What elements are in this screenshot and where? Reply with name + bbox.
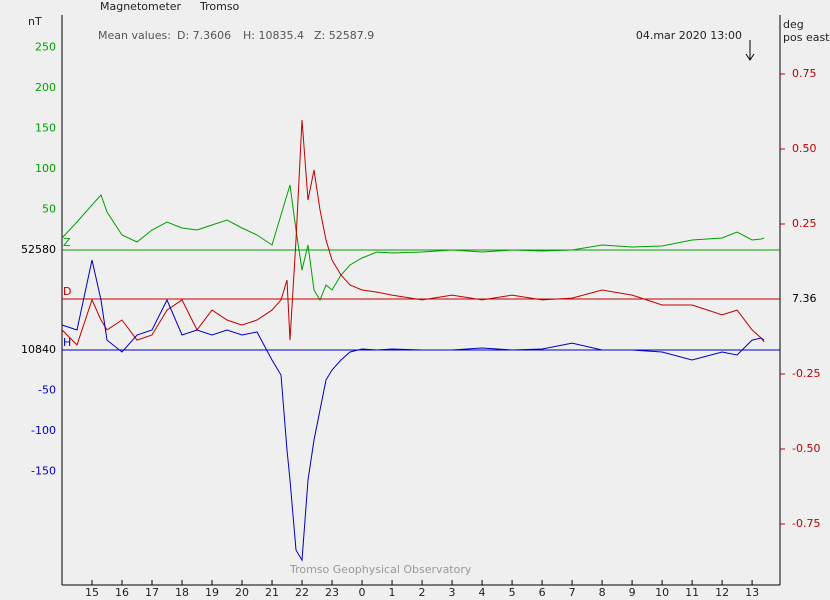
x-tick-label: 3 [449, 586, 456, 599]
trace [61, 259, 765, 562]
mean-label: Mean values: [98, 29, 171, 42]
y-tick-label: 150 [35, 121, 56, 134]
x-tick-label: 16 [115, 586, 129, 599]
y-unit: nT [28, 15, 42, 28]
chart-subtitle: Tromso [199, 0, 240, 13]
mean-z: Z: 52587.9 [314, 29, 374, 42]
y-tick-label: 250 [35, 40, 56, 53]
x-tick-label: 6 [539, 586, 546, 599]
y2-note: pos east [783, 31, 830, 44]
x-tick-label: 17 [145, 586, 159, 599]
y-tick-label: 10840 [21, 343, 56, 356]
y2-unit: deg [783, 18, 804, 31]
series-name: D [63, 285, 71, 298]
x-tick-label: 13 [745, 586, 759, 599]
x-tick-label: 19 [205, 586, 219, 599]
series-name: Z [63, 236, 71, 249]
y-tick-label: 0.25 [792, 217, 817, 230]
x-tick-label: 8 [599, 586, 606, 599]
y-tick-label: -150 [31, 465, 56, 478]
y-tick-label: 52580 [21, 243, 56, 256]
now-arrow-head [745, 53, 755, 61]
mean-d: D: 7.3606 [177, 29, 231, 42]
trace [61, 184, 765, 302]
y-tick-label: 7.36 [792, 292, 817, 305]
x-tick-label: 0 [359, 586, 366, 599]
series-name: H [63, 336, 71, 349]
x-tick-label: 4 [479, 586, 486, 599]
x-tick-label: 11 [685, 586, 699, 599]
time-stamp: 04.mar 2020 13:00 [636, 29, 742, 42]
y-tick-label: 50 [42, 202, 56, 215]
x-tick-label: 12 [715, 586, 729, 599]
y-tick-label: -0.50 [792, 442, 820, 455]
x-tick-label: 1 [389, 586, 396, 599]
x-tick-label: 23 [325, 586, 339, 599]
y-tick-label: 0.50 [792, 142, 817, 155]
chart-title: Magnetometer [100, 0, 182, 13]
y-tick-label: 0.75 [792, 67, 817, 80]
y-tick-label: -100 [31, 424, 56, 437]
y-tick-label: -0.75 [792, 517, 820, 530]
credit: Tromso Geophysical Observatory [289, 563, 472, 576]
x-tick-label: 7 [569, 586, 576, 599]
x-tick-label: 15 [85, 586, 99, 599]
x-tick-label: 10 [655, 586, 669, 599]
mean-h: H: 10835.4 [243, 29, 304, 42]
x-tick-label: 9 [629, 586, 636, 599]
x-tick-label: 2 [419, 586, 426, 599]
x-tick-label: 21 [265, 586, 279, 599]
y-tick-label: 200 [35, 81, 56, 94]
x-tick-label: 22 [295, 586, 309, 599]
x-tick-label: 18 [175, 586, 189, 599]
trace [61, 119, 765, 346]
y-tick-label: -50 [38, 384, 56, 397]
y-tick-label: 100 [35, 162, 56, 175]
x-tick-label: 20 [235, 586, 249, 599]
x-tick-label: 5 [509, 586, 516, 599]
y-tick-label: -0.25 [792, 367, 820, 380]
